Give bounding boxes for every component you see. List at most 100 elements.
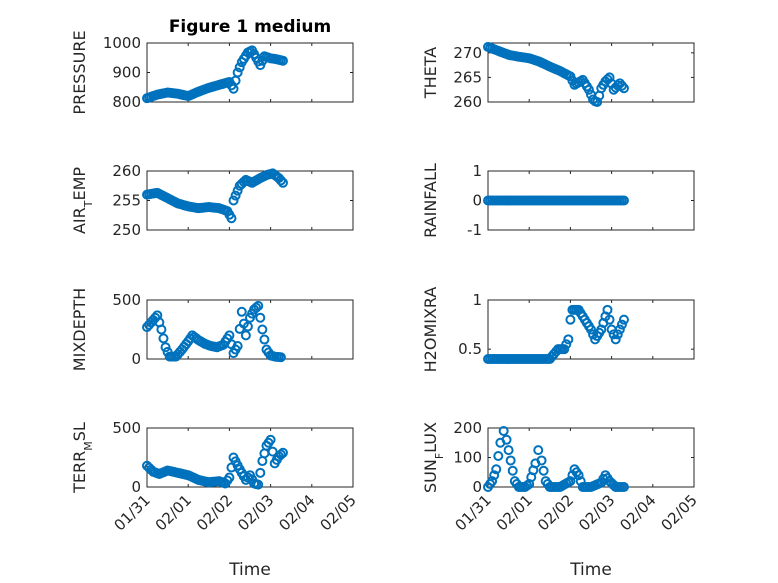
x-tick-label: 02/02	[193, 491, 236, 534]
x-tick-label: 01/31	[452, 491, 495, 534]
subplot-mixdepth: 0 500 MIXDEPTH	[70, 288, 354, 371]
y-axis-label: H2OMIXRA	[421, 287, 440, 373]
y-tick-label: -1	[467, 221, 482, 239]
x-tick-label: 02/04	[616, 491, 659, 534]
data-point	[255, 312, 266, 323]
data-point	[583, 84, 594, 95]
y-tick-label: 800	[112, 93, 141, 111]
data-point	[160, 342, 171, 353]
data-point	[563, 334, 574, 345]
x-tick-label: 02/02	[534, 491, 577, 534]
x-tick-label: 02/03	[234, 491, 277, 534]
x-tick-label: 02/01	[493, 491, 536, 534]
data-point	[573, 470, 584, 481]
data-point	[267, 446, 278, 457]
x-tick-label: 01/31	[111, 491, 154, 534]
data-point	[265, 434, 276, 445]
data-point	[240, 330, 251, 341]
data-point	[501, 434, 512, 445]
data-point	[491, 464, 502, 475]
y-tick-label: 1	[472, 291, 482, 309]
y-tick-label: 250	[112, 221, 141, 239]
data-point	[565, 476, 576, 487]
y-tick-label: 270	[453, 44, 482, 62]
data-point	[565, 314, 576, 325]
y-tick-label: 0	[472, 192, 482, 210]
y-tick-label: 500	[112, 291, 141, 309]
data-point	[612, 329, 623, 340]
y-tick-label: 0.5	[458, 340, 482, 358]
data-point	[604, 72, 615, 83]
data-point	[616, 80, 627, 91]
data-point	[493, 451, 504, 462]
data-point	[618, 195, 629, 206]
data-point	[259, 334, 270, 345]
data-point	[226, 213, 237, 224]
data-point	[253, 479, 264, 490]
y-axis-label: AIRTEMP	[70, 167, 95, 234]
data-point	[608, 329, 619, 340]
subplot-rainfall: -1 0 1 RAINFALL	[421, 162, 695, 239]
data-point	[618, 314, 629, 325]
data-point	[228, 195, 239, 206]
data-point	[232, 67, 243, 78]
x-axis-label: Time	[569, 560, 612, 580]
data-point	[507, 465, 518, 476]
y-tick-label: 255	[112, 192, 141, 210]
chart-title: Figure 1 medium	[169, 17, 331, 37]
data-point	[275, 175, 286, 186]
subplot-air-temp: 250 255 260 AIRTEMP	[70, 162, 354, 239]
data-point	[559, 344, 570, 355]
data-point	[618, 482, 629, 492]
data-point	[253, 300, 264, 311]
data-point	[586, 324, 596, 335]
y-tick-label: 500	[112, 419, 141, 437]
x-tick-label: 02/05	[658, 491, 701, 534]
x-tick-label: 02/03	[575, 491, 618, 534]
data-point	[602, 304, 613, 315]
data-point	[277, 55, 288, 66]
y-tick-label: 260	[453, 93, 482, 111]
data-point	[489, 470, 500, 481]
data-point	[277, 447, 288, 458]
data-point	[616, 319, 627, 330]
y-axis-label: MIXDEPTH	[70, 288, 89, 371]
y-tick-label: 0	[131, 478, 141, 496]
y-axis-label: THETA	[421, 47, 440, 99]
y-tick-label: 1000	[103, 34, 141, 52]
data-point	[618, 83, 629, 94]
data-point	[156, 324, 167, 335]
data-point	[498, 425, 509, 436]
data-point	[224, 330, 235, 341]
data-point	[505, 455, 516, 466]
subplot-h2omixra: 0.5 1 H2OMIXRA	[421, 287, 695, 373]
y-tick-label: 900	[112, 64, 141, 82]
y-tick-label: 265	[453, 68, 482, 86]
data-point	[604, 314, 615, 325]
x-tick-label: 02/01	[152, 491, 195, 534]
x-tick-label: 02/04	[275, 491, 318, 534]
x-tick-label: 02/05	[317, 491, 360, 534]
data-point	[232, 341, 243, 352]
data-point	[614, 324, 625, 335]
data-point	[275, 352, 286, 363]
y-axis-label: RAINFALL	[421, 163, 440, 238]
data-point	[536, 455, 547, 466]
data-point	[277, 177, 288, 188]
data-point	[230, 190, 241, 201]
y-tick-label: 100	[453, 449, 482, 467]
data-point	[275, 449, 286, 460]
y-axis-label: TERRMSL	[70, 422, 95, 494]
data-point	[533, 445, 544, 456]
data-point	[251, 302, 262, 313]
subplot-pressure: 800 900 1000 PRESSURE Figure 1 medium	[70, 17, 354, 115]
data-point	[503, 445, 514, 456]
data-point	[255, 467, 266, 478]
subplot-theta: 260 265 270 THETA	[421, 41, 695, 111]
x-axis-label: Time	[228, 560, 271, 580]
y-tick-label: 200	[453, 419, 482, 437]
y-tick-label: 0	[472, 478, 482, 496]
y-axis-label: SUNFLUX	[421, 422, 446, 493]
